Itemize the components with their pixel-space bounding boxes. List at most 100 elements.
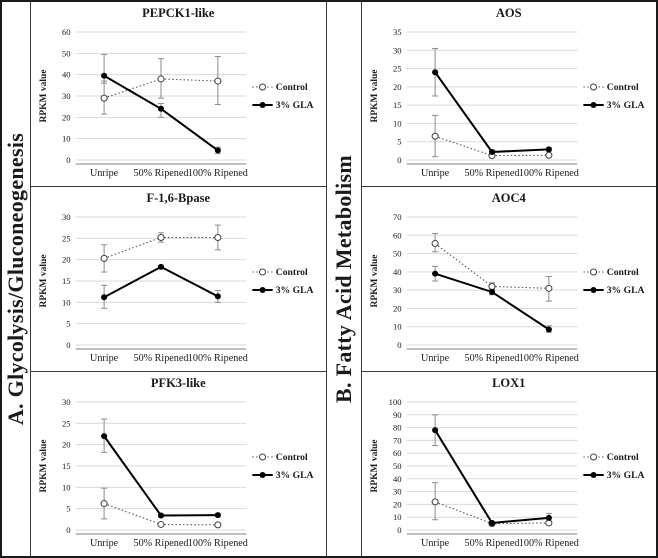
svg-text:60: 60 — [392, 230, 401, 240]
section-b-label: B. Fatty Acid Metabolism — [330, 155, 356, 403]
svg-text:15: 15 — [392, 100, 401, 110]
grid-lines — [406, 401, 577, 531]
svg-text:20: 20 — [392, 82, 401, 92]
svg-text:100% Ripened: 100% Ripened — [518, 168, 578, 179]
svg-text:100% Ripened: 100% Ripened — [518, 353, 578, 364]
series-3-gla-markers — [431, 69, 552, 155]
svg-text:25: 25 — [62, 418, 71, 428]
chart-title: PFK3-like — [150, 376, 206, 390]
error-bars-3-gla — [101, 418, 221, 518]
svg-text:50% Ripened: 50% Ripened — [464, 168, 519, 179]
svg-text:100% Ripened: 100% Ripened — [518, 538, 578, 549]
y-axis-title: RPKM value — [38, 255, 49, 308]
svg-text:3% GLA: 3% GLA — [606, 285, 644, 296]
line-chart: 0 5 10 15 20 25 30 RPKM value Unripe 50% Ripened 1… — [38, 397, 314, 549]
line-chart: 0 10 20 30 40 50 60 70 80 90 100 RPKM value Unripe 50… — [369, 397, 644, 549]
svg-text:0: 0 — [66, 525, 70, 535]
svg-text:0: 0 — [397, 525, 401, 535]
series-3-gla-line — [103, 265, 219, 299]
svg-text:Unripe: Unripe — [421, 168, 450, 179]
svg-text:70: 70 — [392, 435, 401, 445]
svg-text:5: 5 — [66, 319, 70, 329]
svg-text:20: 20 — [62, 440, 71, 450]
series-3-gla-markers — [101, 72, 221, 154]
svg-text:Control: Control — [276, 267, 308, 278]
svg-text:0: 0 — [66, 340, 70, 350]
svg-text:80: 80 — [392, 423, 401, 433]
series-3-gla-markers — [431, 427, 552, 526]
series-3-gla-markers — [431, 270, 552, 333]
svg-text:30: 30 — [392, 45, 401, 55]
series-3-gla-line — [433, 429, 549, 525]
y-tick-labels: 0 10 20 30 40 50 60 70 — [392, 212, 401, 350]
y-axis-title: RPKM value — [38, 440, 49, 493]
svg-text:Control: Control — [606, 82, 638, 93]
svg-text:10: 10 — [62, 134, 71, 144]
svg-text:3% GLA: 3% GLA — [606, 470, 644, 481]
svg-text:30: 30 — [392, 285, 401, 295]
line-chart: 0 10 20 30 40 50 60 70 RPKM value Unripe 50% Ripen… — [369, 212, 644, 364]
svg-text:40: 40 — [392, 474, 401, 484]
svg-text:50% Ripened: 50% Ripened — [134, 353, 189, 364]
series-control-markers — [100, 500, 222, 529]
svg-text:10: 10 — [62, 482, 71, 492]
svg-text:20: 20 — [392, 499, 401, 509]
svg-text:100% Ripened: 100% Ripened — [188, 538, 248, 549]
x-category-labels: Unripe 50% Ripened 100% Ripened — [90, 168, 248, 179]
svg-text:Control: Control — [276, 82, 308, 93]
svg-text:100% Ripened: 100% Ripened — [188, 168, 248, 179]
legend: Control 3% GLA — [252, 452, 314, 481]
svg-text:10: 10 — [392, 512, 401, 522]
svg-text:Unripe: Unripe — [421, 538, 450, 549]
chart-panel-pfk3-like: PFK3-like 0 5 10 15 20 25 30 RPKM value Unripe 50… — [31, 372, 326, 556]
svg-text:3% GLA: 3% GLA — [276, 100, 314, 111]
svg-text:5: 5 — [397, 137, 401, 147]
svg-text:15: 15 — [62, 276, 71, 286]
svg-text:10: 10 — [392, 322, 401, 332]
svg-text:50% Ripened: 50% Ripened — [464, 538, 519, 549]
series-3-gla-line — [433, 71, 549, 153]
x-category-labels: Unripe 50% Ripened 100% Ripened — [421, 353, 579, 364]
svg-text:30: 30 — [62, 91, 71, 101]
series-control-markers — [100, 75, 222, 102]
chart-title: PEPCK1-like — [142, 6, 215, 20]
svg-text:30: 30 — [62, 397, 71, 407]
svg-text:10: 10 — [62, 297, 71, 307]
svg-text:30: 30 — [62, 212, 71, 222]
legend: Control 3% GLA — [252, 82, 314, 111]
series-control-markers — [100, 233, 222, 262]
svg-text:3% GLA: 3% GLA — [276, 285, 314, 296]
svg-text:Control: Control — [606, 267, 638, 278]
svg-text:60: 60 — [392, 448, 401, 458]
chart-title: LOX1 — [492, 376, 526, 390]
chart-title: F-1,6-Bpase — [146, 191, 211, 205]
svg-text:0: 0 — [66, 155, 70, 165]
svg-text:50: 50 — [392, 249, 401, 259]
error-bars-control — [101, 487, 221, 527]
svg-text:25: 25 — [62, 233, 71, 243]
column-a: PEPCK1-like 0 10 20 30 40 50 60 RPKM value Unrip… — [31, 2, 326, 556]
svg-text:50: 50 — [62, 48, 71, 58]
x-category-labels: Unripe 50% Ripened 100% Ripened — [90, 353, 248, 364]
section-a-label: A. Glycolysis/Gluconeogenesis — [3, 132, 28, 426]
chart-panel-aoc4: AOC4 0 10 20 30 40 50 60 70 RPKM value Unripe 50% … — [361, 187, 656, 372]
svg-text:30: 30 — [392, 487, 401, 497]
y-tick-labels: 0 5 10 15 20 25 30 35 — [392, 27, 401, 165]
line-chart: 0 10 20 30 40 50 60 RPKM value Unripe 50% Ripened… — [38, 27, 314, 179]
y-axis-title: RPKM value — [38, 70, 49, 123]
x-category-labels: Unripe 50% Ripened 100% Ripened — [421, 168, 579, 179]
svg-text:35: 35 — [392, 27, 401, 37]
svg-text:3% GLA: 3% GLA — [606, 100, 644, 111]
svg-text:40: 40 — [392, 267, 401, 277]
y-axis-title: RPKM value — [369, 440, 380, 493]
svg-text:0: 0 — [397, 155, 401, 165]
svg-text:10: 10 — [392, 118, 401, 128]
svg-text:3% GLA: 3% GLA — [276, 470, 314, 481]
svg-text:20: 20 — [62, 112, 71, 122]
chart-panel-aos: AOS 0 5 10 15 20 25 30 35 RPKM value Unripe 50% Ri… — [361, 2, 656, 187]
svg-text:5: 5 — [66, 504, 70, 514]
svg-text:Unripe: Unripe — [90, 353, 119, 364]
svg-text:0: 0 — [397, 340, 401, 350]
legend: Control 3% GLA — [582, 452, 644, 481]
